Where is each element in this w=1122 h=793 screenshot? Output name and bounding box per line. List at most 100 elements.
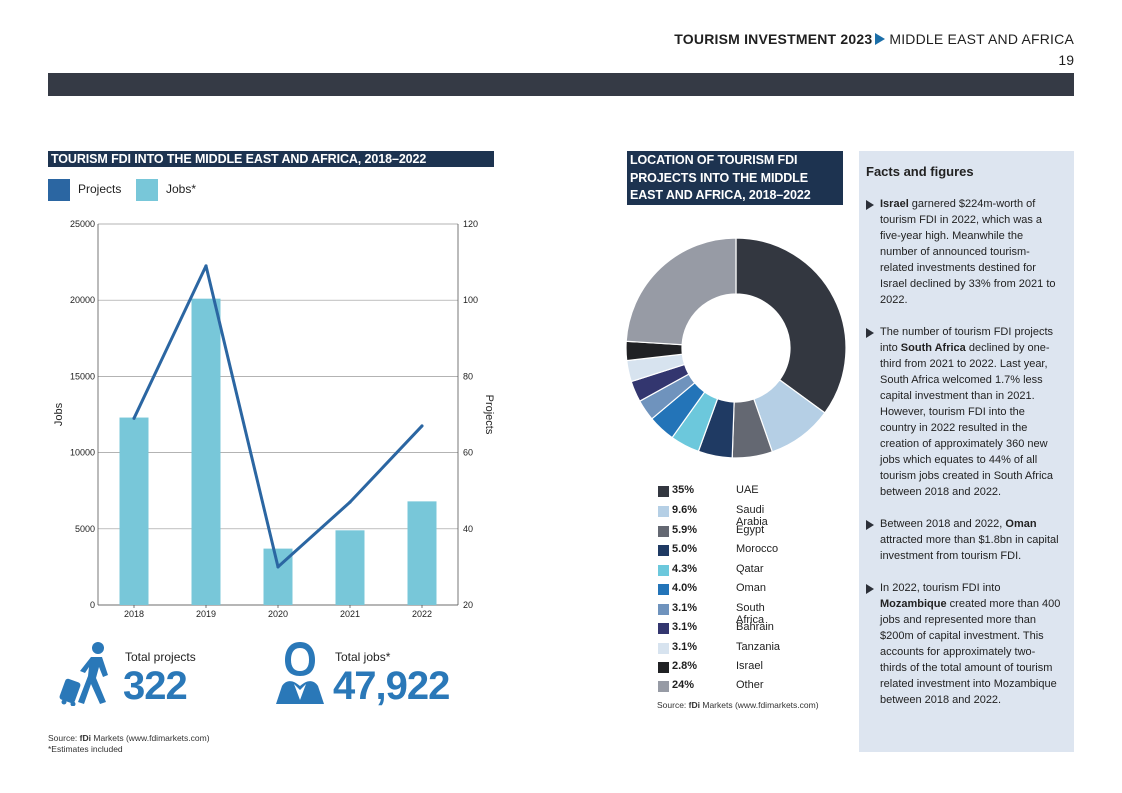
legend-country: Saudi Arabia (736, 504, 768, 528)
y2-tick-label: 80 (463, 371, 473, 381)
legend-item-jobs: Jobs* (136, 179, 196, 201)
fact-item: In 2022, tourism FDI into Mozambique cre… (866, 580, 1062, 708)
fact-country: South Africa (900, 342, 966, 354)
legend-country: Bahrain (736, 621, 774, 633)
bar (191, 298, 221, 605)
bar-line-chart: 0 5000 10000 15000 20000 25000 20 40 60 80 100 120 2… (53, 219, 495, 619)
traveller-icon (59, 642, 108, 706)
fact-text: attracted more than $1.8bn in capital in… (880, 534, 1059, 562)
legend-country: Other (736, 679, 764, 691)
bullet-arrow-icon (866, 200, 874, 210)
y2-tick-label: 60 (463, 448, 473, 458)
facts-heading: Facts and figures (866, 164, 974, 179)
legend-swatch (658, 584, 669, 595)
fact-country: Israel (880, 198, 909, 210)
x-tick-label: 2020 (268, 609, 288, 619)
legend-country: Qatar (736, 563, 764, 575)
y-tick-label: 5000 (75, 524, 95, 534)
fact-text: declined by one-third from 2021 to 2022.… (880, 342, 1054, 498)
fact-country: Oman (1005, 518, 1037, 530)
facts-panel: Facts and figures Israel garnered $224m-… (859, 151, 1074, 752)
legend-percent: 5.9% (672, 524, 698, 536)
y2-tick-label: 100 (463, 295, 478, 305)
legend-swatch (658, 565, 669, 576)
line-segment (276, 500, 352, 569)
legend-swatch-jobs (136, 179, 158, 201)
y2-tick-label: 40 (463, 524, 473, 534)
legend-swatch (658, 486, 669, 497)
y-tick-label: 0 (90, 600, 95, 610)
fact-item: Between 2018 and 2022, Oman attracted mo… (866, 516, 1062, 564)
fact-item: The number of tourism FDI projects into … (866, 324, 1062, 500)
worker-icon (276, 642, 324, 704)
donut-chart (625, 237, 847, 459)
line-segment (132, 264, 208, 420)
legend-percent: 4.3% (672, 563, 698, 575)
y-axis-title: Jobs (53, 402, 65, 426)
legend-percent: 3.1% (672, 602, 698, 614)
bar (407, 501, 437, 605)
legend-swatch (658, 545, 669, 556)
bar (335, 530, 365, 605)
y2-tick-label: 20 (463, 600, 473, 610)
legend-swatch (658, 506, 669, 517)
report-title: TOURISM INVESTMENT 2023 (674, 31, 873, 47)
bullet-arrow-icon (866, 584, 874, 594)
legend-percent: 3.1% (672, 621, 698, 633)
line-point (348, 500, 352, 504)
play-arrow-icon (875, 33, 886, 45)
source-brand: fDi (79, 733, 91, 743)
line-point (420, 424, 424, 428)
line-point (204, 264, 208, 268)
fact-text: In 2022, tourism FDI into (880, 582, 1001, 594)
legend-country: Israel (736, 660, 763, 672)
donut-slice (735, 237, 847, 414)
line-point (276, 565, 280, 569)
source-prefix: Source: (657, 700, 689, 710)
legend-swatch-projects (48, 179, 70, 201)
fact-text: garnered $224m-worth of tourism FDI in 2… (880, 198, 1056, 306)
legend-label-projects: Projects (78, 182, 122, 197)
legend-percent: 4.0% (672, 582, 698, 594)
legend-percent: 3.1% (672, 641, 698, 653)
legend-country: South Africa (736, 602, 765, 626)
legend-label-jobs: Jobs* (166, 182, 197, 197)
line-segment (348, 424, 424, 504)
source-rest: Markets (www.fdimarkets.com) (91, 733, 210, 743)
legend-swatch (658, 604, 669, 615)
donut-slice (625, 237, 737, 346)
y2-tick-label: 120 (463, 219, 478, 229)
total-projects-label: Total projects (125, 650, 196, 664)
legend-percent: 35% (672, 484, 695, 496)
line-point (132, 416, 136, 420)
bullet-arrow-icon (866, 328, 874, 338)
total-jobs-label: Total jobs* (335, 650, 391, 664)
legend-country: Morocco (736, 543, 779, 555)
fact-text: Between 2018 and 2022, (880, 518, 1006, 530)
header-band (48, 73, 1074, 96)
legend-swatch (658, 623, 669, 634)
fact-item: Israel garnered $224m-worth of tourism F… (866, 196, 1062, 308)
source-note-left: Source: fDi Markets (www.fdimarkets.com)… (48, 733, 210, 755)
legend-country: Oman (736, 582, 766, 594)
source-prefix: Source: (48, 733, 80, 743)
legend-swatch (658, 643, 669, 654)
bullet-arrow-icon (866, 520, 874, 530)
source-rest: Markets (www.fdimarkets.com) (700, 700, 819, 710)
legend-percent: 2.8% (672, 660, 698, 672)
donut-chart-title: LOCATION OF TOURISM FDI PROJECTS INTO TH… (627, 151, 843, 205)
bar-chart-title: TOURISM FDI INTO THE MIDDLE EAST AND AFR… (48, 151, 494, 167)
y-tick-label: 15000 (70, 371, 95, 381)
bar (119, 417, 149, 605)
legend-percent: 24% (672, 679, 695, 691)
legend-percent: 5.0% (672, 543, 698, 555)
total-jobs-value: 47,922 (333, 664, 450, 708)
page-number: 19 (1058, 52, 1074, 68)
source-brand: fDi (688, 700, 700, 710)
legend-country: Egypt (736, 524, 765, 536)
x-tick-label: 2021 (340, 609, 360, 619)
legend-country: Tanzania (736, 641, 781, 653)
y2-axis-title: Projects (483, 395, 495, 435)
x-tick-label: 2018 (124, 609, 144, 619)
y-tick-label: 25000 (70, 219, 95, 229)
